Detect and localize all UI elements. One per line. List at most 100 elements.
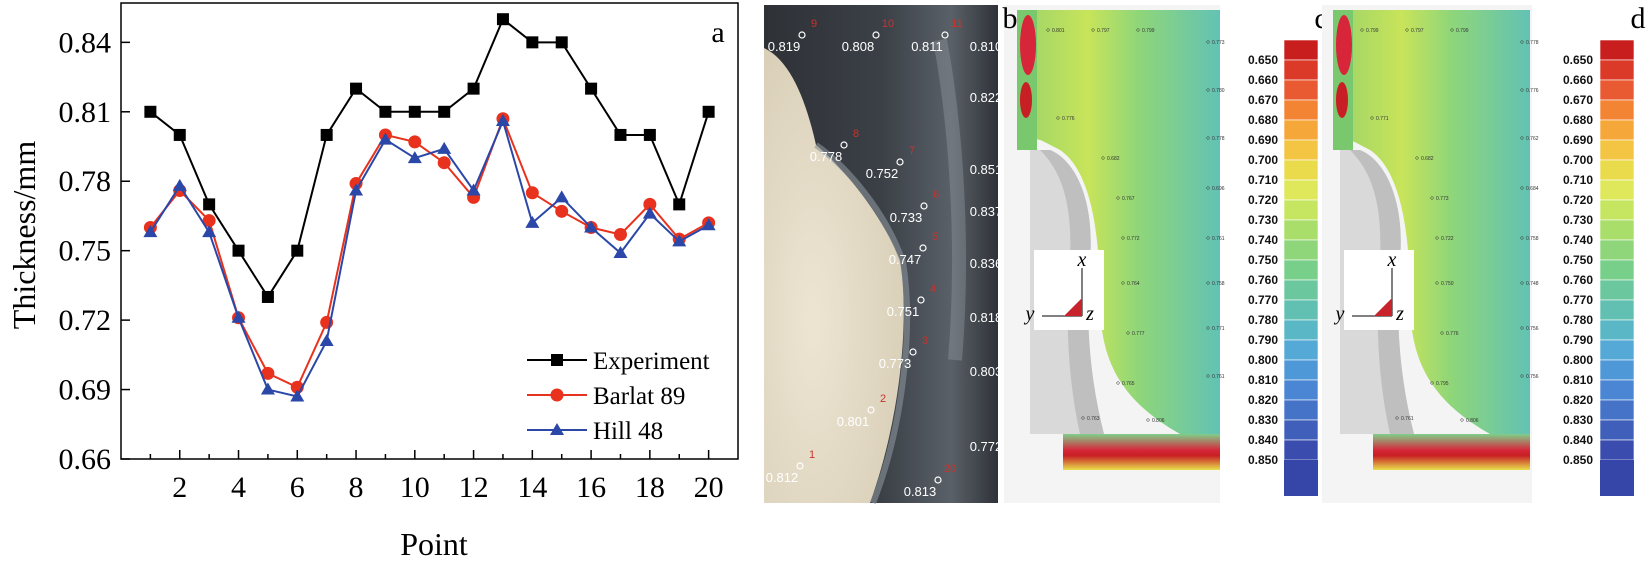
- data-point: [585, 82, 598, 95]
- fem-node: [1415, 156, 1419, 160]
- fem-d-labels: 0.799 0.797 0.799 0.778 0.776 0.771 0.762 0.682…: [1360, 28, 1539, 424]
- measure-point-number: 20: [944, 463, 956, 475]
- scale-label: 0.820: [1563, 393, 1593, 407]
- fem-node-value: 0.806: [1152, 418, 1165, 424]
- scale-label: 0.730: [1248, 213, 1278, 227]
- contour-scale-c: c 0.6500.6600.6700.6800.6900.7000.7100.7…: [1248, 2, 1328, 496]
- svg-text:y: y: [1024, 303, 1035, 325]
- measure-value: 0.747: [889, 252, 922, 267]
- scale-swatch: [1283, 179, 1319, 201]
- svg-text:y: y: [1334, 303, 1345, 325]
- scale-label: 0.710: [1563, 173, 1593, 187]
- x-axis: 2 4 6 8 10 12 14 16 18 20: [149, 450, 724, 504]
- measure-value: 0.811: [911, 39, 943, 54]
- scale-label: 0.790: [1563, 333, 1593, 347]
- fem-node: [1430, 196, 1434, 200]
- y-tick-label: 0.66: [59, 443, 112, 476]
- fem-node-value: 0.771: [1376, 116, 1389, 122]
- scale-label: 0.840: [1563, 433, 1593, 447]
- scale-swatch: [1283, 199, 1319, 221]
- fem-node-value: 0.801: [1052, 28, 1065, 34]
- scale-label: 0.760: [1248, 273, 1278, 287]
- scale-label: 0.770: [1563, 293, 1593, 307]
- measure-value: 0.819: [768, 39, 801, 54]
- fem-d-hotspot: [1336, 15, 1352, 75]
- legend-label: Hill 48: [593, 418, 663, 445]
- data-point: [555, 36, 568, 49]
- scale-label: 0.670: [1563, 93, 1593, 107]
- scale-swatch: [1599, 239, 1635, 261]
- scale-swatch: [1283, 39, 1319, 61]
- data-point: [702, 105, 715, 118]
- fem-node: [1206, 136, 1210, 140]
- fem-node: [1206, 40, 1210, 44]
- fem-node-value: 0.763: [1087, 416, 1100, 422]
- scale-swatch: [1283, 239, 1319, 261]
- scale-swatch: [1599, 279, 1635, 301]
- fem-node: [1146, 418, 1150, 422]
- measure-point: [917, 296, 925, 304]
- data-point: [437, 141, 452, 154]
- data-point: [231, 310, 246, 323]
- scale-swatch: [1599, 99, 1635, 121]
- panel-label-d: d: [1631, 2, 1646, 35]
- fem-contour-hill: x y z 0.799 0.797 0.799 0.778 0.776 0.771 0.76…: [1322, 5, 1539, 503]
- fem-contour-barlat: x y z 0.801 0.797 0.799 0.773 0.780 0.776 0.77…: [1003, 2, 1225, 503]
- fem-node: [1430, 381, 1434, 385]
- fem-node: [1206, 236, 1210, 240]
- fem-node-value: 0.795: [1436, 381, 1449, 387]
- fem-node: [1435, 281, 1439, 285]
- scale-label: 0.650: [1248, 53, 1278, 67]
- fem-node: [1440, 331, 1444, 335]
- scale-swatch: [1599, 339, 1635, 361]
- fem-node-value: 0.778: [1526, 40, 1539, 46]
- fem-node: [1520, 281, 1524, 285]
- fem-node-value: 0.750: [1441, 281, 1454, 287]
- fem-node: [1056, 116, 1060, 120]
- axes-triad-d: x y z: [1334, 249, 1414, 330]
- measure-value: 0.751: [887, 304, 920, 319]
- x-tick-label: 16: [576, 471, 606, 504]
- scale-swatch: [1599, 419, 1635, 441]
- scale-label: 0.810: [1563, 373, 1593, 387]
- x-tick-label: 12: [459, 471, 489, 504]
- measure-value: 0.801: [837, 414, 870, 429]
- data-point: [555, 204, 569, 218]
- fem-node-value: 0.682: [1107, 156, 1120, 162]
- data-point: [261, 366, 275, 380]
- fem-node-value: 0.780: [1212, 88, 1225, 94]
- measure-value: 0.822: [970, 90, 1003, 105]
- measure-point-number: 1: [809, 449, 815, 461]
- fem-b-part: [1017, 10, 1220, 434]
- data-point: [613, 227, 627, 241]
- y-tick-label: 0.75: [59, 235, 112, 268]
- fem-node-value: 0.771: [1212, 326, 1225, 332]
- fem-node: [1081, 416, 1085, 420]
- scale-label: 0.780: [1248, 313, 1278, 327]
- scale-label: 0.820: [1248, 393, 1278, 407]
- scale-label: 0.850: [1248, 453, 1278, 467]
- fem-node: [1520, 236, 1524, 240]
- panel-label-b: b: [1003, 2, 1018, 35]
- measure-value: 0.812: [766, 470, 799, 485]
- scale-label: 0.830: [1563, 413, 1593, 427]
- fem-b-flange: [1063, 434, 1220, 470]
- fem-d-flange: [1373, 434, 1530, 470]
- scale-swatch: [1284, 460, 1318, 496]
- measure-value: 0.808: [842, 39, 875, 54]
- x-tick-label: 2: [172, 471, 187, 504]
- series-hill-48: [143, 114, 716, 402]
- measure-value: 0.813: [904, 484, 937, 499]
- scale-swatch: [1283, 279, 1319, 301]
- fem-b-hotspot-2: [1020, 82, 1032, 118]
- fem-node-value: 0.748: [1526, 281, 1539, 287]
- x-tick-label: 10: [400, 471, 430, 504]
- x-tick-label: 18: [635, 471, 665, 504]
- scale-label: 0.700: [1248, 153, 1278, 167]
- scale-label: 0.730: [1563, 213, 1593, 227]
- fem-node-value: 0.773: [1212, 40, 1225, 46]
- scale-label: 0.740: [1563, 233, 1593, 247]
- data-point: [408, 135, 422, 149]
- fem-node-value: 0.772: [1127, 236, 1140, 242]
